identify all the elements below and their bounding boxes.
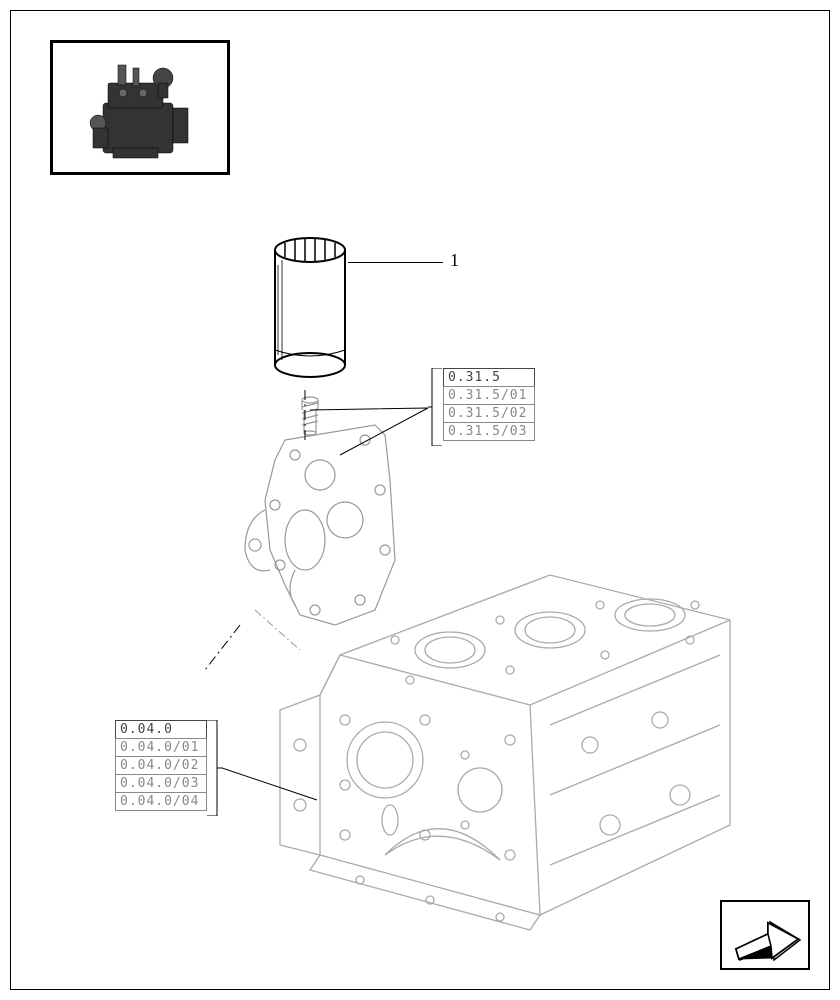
ref-group-lower: 0.04.0 0.04.0/01 0.04.0/02 0.04.0/03 0.0… (115, 720, 207, 811)
ref-box: 0.31.5/02 (443, 404, 535, 423)
oil-filter-part (260, 235, 360, 390)
arrow-icon (722, 902, 812, 972)
ref-box: 0.04.0/02 (115, 756, 207, 775)
ref-box: 0.04.0/04 (115, 792, 207, 811)
navigation-arrow-box (720, 900, 810, 970)
ref-leader-lower (222, 765, 322, 805)
ref-bracket-lower (207, 720, 223, 816)
ref-box: 0.31.5/03 (443, 422, 535, 441)
engine-thumbnail-icon (73, 53, 213, 168)
ref-box: 0.04.0 (115, 720, 207, 739)
thumbnail-box (50, 40, 230, 175)
callout-line-1 (348, 262, 443, 263)
ref-group-upper: 0.31.5 0.31.5/01 0.31.5/02 0.31.5/03 (443, 368, 535, 441)
ref-box: 0.31.5 (443, 368, 535, 387)
callout-label-1: 1 (450, 250, 459, 271)
ref-box: 0.04.0/01 (115, 738, 207, 757)
engine-block-part (210, 545, 750, 945)
ref-box: 0.04.0/03 (115, 774, 207, 793)
ref-box: 0.31.5/01 (443, 386, 535, 405)
